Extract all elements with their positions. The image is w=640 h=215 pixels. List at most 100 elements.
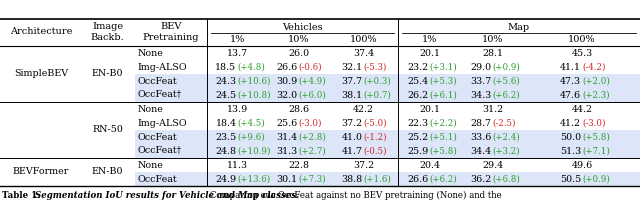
Text: (+0.9): (+0.9)	[582, 175, 610, 183]
Text: Comparing our OccFeat against no BEV pretraining (None) and the: Comparing our OccFeat against no BEV pre…	[207, 191, 502, 200]
Text: 31.4: 31.4	[276, 132, 298, 141]
Text: 22.8: 22.8	[288, 161, 309, 169]
Text: 31.3: 31.3	[276, 146, 298, 155]
Text: Architecture: Architecture	[10, 28, 72, 37]
Text: 28.6: 28.6	[288, 104, 309, 114]
Text: 11.3: 11.3	[227, 161, 248, 169]
Bar	[135, 130, 207, 144]
Text: (+2.2): (+2.2)	[429, 118, 457, 127]
Text: (+5.8): (+5.8)	[429, 146, 458, 155]
Text: 13.9: 13.9	[227, 104, 248, 114]
Text: 10%: 10%	[288, 34, 309, 43]
Text: 26.0: 26.0	[288, 49, 309, 57]
Text: 37.7: 37.7	[341, 77, 362, 86]
Text: (+0.7): (+0.7)	[364, 91, 392, 100]
Text: 32.0: 32.0	[276, 91, 298, 100]
Text: (+9.6): (+9.6)	[237, 132, 265, 141]
Text: (+0.3): (+0.3)	[364, 77, 391, 86]
Text: 30.9: 30.9	[276, 77, 298, 86]
Text: (-3.0): (-3.0)	[298, 118, 322, 127]
Text: OccFeat†: OccFeat†	[138, 91, 182, 100]
Text: 25.2: 25.2	[408, 132, 429, 141]
Text: (+5.3): (+5.3)	[429, 77, 457, 86]
Bar	[207, 74, 640, 88]
Text: (+10.8): (+10.8)	[237, 91, 271, 100]
Text: None: None	[138, 104, 164, 114]
Text: EN-B0: EN-B0	[92, 167, 124, 177]
Text: 1%: 1%	[422, 34, 437, 43]
Text: 24.9: 24.9	[216, 175, 237, 183]
Text: 28.1: 28.1	[482, 49, 503, 57]
Text: Img-ALSO: Img-ALSO	[138, 63, 188, 72]
Text: 100%: 100%	[568, 34, 596, 43]
Text: 37.4: 37.4	[353, 49, 374, 57]
Text: (+5.8): (+5.8)	[582, 132, 610, 141]
Text: (+7.1): (+7.1)	[582, 146, 610, 155]
Text: (-2.5): (-2.5)	[493, 118, 516, 127]
Text: (+13.6): (+13.6)	[237, 175, 271, 183]
Text: (+3.1): (+3.1)	[429, 63, 457, 72]
Bar	[207, 130, 640, 144]
Bar	[135, 88, 207, 102]
Text: 25.4: 25.4	[408, 77, 429, 86]
Text: 38.8: 38.8	[341, 175, 362, 183]
Text: 23.5: 23.5	[215, 132, 237, 141]
Text: (-4.2): (-4.2)	[582, 63, 605, 72]
Text: Vehicles: Vehicles	[282, 23, 323, 32]
Text: (-3.0): (-3.0)	[582, 118, 605, 127]
Text: OccFeat†: OccFeat†	[138, 146, 182, 155]
Text: 18.4: 18.4	[216, 118, 237, 127]
Text: (+2.8): (+2.8)	[298, 132, 326, 141]
Text: 20.1: 20.1	[419, 104, 440, 114]
Text: (+4.8): (+4.8)	[237, 63, 266, 72]
Text: 44.2: 44.2	[572, 104, 593, 114]
Text: (-5.3): (-5.3)	[364, 63, 387, 72]
Text: None: None	[138, 161, 164, 169]
Text: 49.6: 49.6	[572, 161, 593, 169]
Text: 51.3: 51.3	[560, 146, 581, 155]
Text: (+2.4): (+2.4)	[493, 132, 520, 141]
Text: 50.0: 50.0	[560, 132, 581, 141]
Text: Image
Backb.: Image Backb.	[91, 22, 124, 42]
Text: (-0.6): (-0.6)	[298, 63, 322, 72]
Bar	[207, 172, 640, 186]
Text: 37.2: 37.2	[353, 161, 374, 169]
Text: (+10.6): (+10.6)	[237, 77, 271, 86]
Text: 32.1: 32.1	[341, 63, 362, 72]
Text: 20.4: 20.4	[419, 161, 440, 169]
Text: 41.1: 41.1	[560, 63, 581, 72]
Text: 41.0: 41.0	[342, 132, 362, 141]
Text: 33.6: 33.6	[470, 132, 492, 141]
Text: 34.4: 34.4	[470, 146, 492, 155]
Text: 10%: 10%	[482, 34, 503, 43]
Text: 42.2: 42.2	[353, 104, 374, 114]
Text: BEVFormer: BEVFormer	[13, 167, 69, 177]
Text: 45.3: 45.3	[572, 49, 593, 57]
Text: (+5.1): (+5.1)	[429, 132, 458, 141]
Text: (+10.9): (+10.9)	[237, 146, 271, 155]
Bar	[135, 144, 207, 158]
Text: (+0.9): (+0.9)	[493, 63, 520, 72]
Text: 24.8: 24.8	[216, 146, 237, 155]
Text: (-0.5): (-0.5)	[364, 146, 387, 155]
Text: 22.3: 22.3	[408, 118, 429, 127]
Text: 33.7: 33.7	[470, 77, 492, 86]
Text: OccFeat: OccFeat	[138, 132, 178, 141]
Text: (+1.6): (+1.6)	[364, 175, 392, 183]
Text: Segmentation IoU results for Vehicle and Map classes.: Segmentation IoU results for Vehicle and…	[32, 191, 300, 200]
Text: (+2.0): (+2.0)	[582, 77, 610, 86]
Text: EN-B0: EN-B0	[92, 69, 124, 78]
Bar	[135, 74, 207, 88]
Text: 13.7: 13.7	[227, 49, 248, 57]
Text: 1%: 1%	[230, 34, 245, 43]
Text: 31.2: 31.2	[482, 104, 503, 114]
Text: (+4.9): (+4.9)	[298, 77, 326, 86]
Text: 41.7: 41.7	[342, 146, 362, 155]
Text: 38.1: 38.1	[341, 91, 362, 100]
Text: (-5.0): (-5.0)	[364, 118, 387, 127]
Text: 29.4: 29.4	[482, 161, 503, 169]
Text: 37.2: 37.2	[341, 118, 362, 127]
Text: 36.2: 36.2	[470, 175, 492, 183]
Text: (+6.2): (+6.2)	[429, 175, 457, 183]
Text: (+2.7): (+2.7)	[298, 146, 326, 155]
